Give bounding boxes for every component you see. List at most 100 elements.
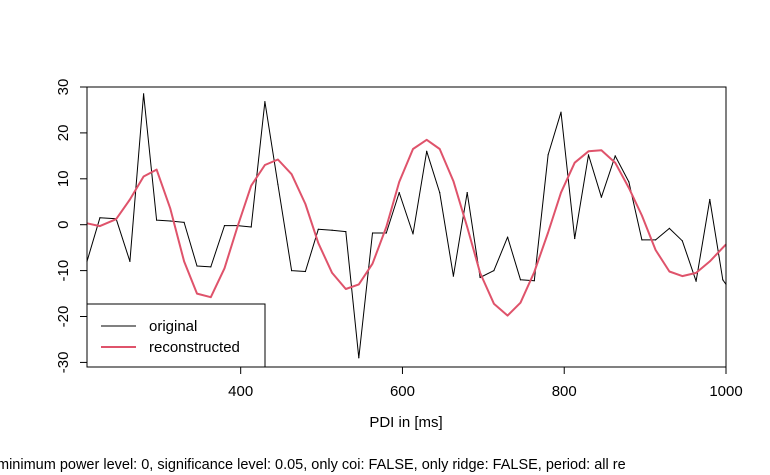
data-point-original xyxy=(371,232,374,234)
data-point-original xyxy=(519,279,522,281)
data-point-original xyxy=(317,228,319,230)
data-point-original xyxy=(223,225,226,227)
data-point-original xyxy=(466,192,468,194)
legend-label-reconstructed: reconstructed xyxy=(149,339,240,356)
data-point-original xyxy=(291,270,293,272)
data-point-reconstructed xyxy=(236,226,238,228)
data-point-reconstructed xyxy=(681,275,683,277)
data-point-original xyxy=(169,220,171,222)
series-reconstructed xyxy=(86,138,727,317)
data-point-original xyxy=(533,280,535,282)
data-point-reconstructed xyxy=(695,272,697,274)
data-point-original xyxy=(722,279,724,281)
data-point-reconstructed xyxy=(439,148,441,150)
data-point-reconstructed xyxy=(331,272,333,274)
data-point-reconstructed xyxy=(412,148,414,150)
data-point-original xyxy=(398,192,400,194)
data-point-reconstructed xyxy=(426,139,428,141)
data-point-original xyxy=(709,198,711,201)
data-point-original xyxy=(574,237,576,240)
data-point-original xyxy=(479,276,481,279)
data-point-reconstructed xyxy=(507,315,509,317)
data-point-original xyxy=(655,239,657,241)
data-point-reconstructed xyxy=(210,296,212,298)
chart-caption: minimum power level: 0, significance lev… xyxy=(0,457,626,473)
legend: original reconstructed xyxy=(86,303,266,368)
data-point-original xyxy=(681,240,683,242)
data-point-original xyxy=(426,150,428,152)
y-tick-label: 30 xyxy=(55,79,72,96)
legend-label-original: original xyxy=(149,318,197,335)
x-tick-label: 800 xyxy=(552,383,577,400)
data-point-reconstructed xyxy=(655,249,657,251)
data-point-reconstructed xyxy=(452,180,454,182)
data-point-original xyxy=(695,280,697,282)
data-point-reconstructed xyxy=(183,260,185,262)
data-point-reconstructed xyxy=(519,302,522,304)
data-point-reconstructed xyxy=(641,214,643,217)
y-axis: -30 -20 -10 0 10 20 30 xyxy=(55,79,87,374)
data-point-reconstructed xyxy=(628,187,630,189)
data-point-reconstructed xyxy=(169,208,171,210)
data-point-reconstructed xyxy=(99,225,101,227)
data-point-reconstructed xyxy=(264,164,266,166)
data-point-original xyxy=(264,101,266,103)
y-tick-label: -20 xyxy=(55,306,72,328)
data-point-original xyxy=(385,232,387,234)
data-point-reconstructed xyxy=(371,263,374,265)
x-tick-label: 1000 xyxy=(709,383,742,400)
data-point-original xyxy=(345,231,347,233)
data-point-original xyxy=(143,93,145,95)
x-axis: 400 600 800 1000 xyxy=(228,367,743,400)
data-point-reconstructed xyxy=(574,162,576,164)
data-point-original xyxy=(129,260,131,262)
data-point-reconstructed xyxy=(385,226,387,228)
data-point-original xyxy=(600,196,603,198)
data-point-original xyxy=(277,183,279,185)
series-original xyxy=(86,93,727,359)
data-point-original xyxy=(99,217,101,219)
data-point-original xyxy=(183,221,185,223)
y-tick-label: -10 xyxy=(55,260,72,282)
data-point-original xyxy=(507,236,509,238)
data-point-reconstructed xyxy=(533,271,535,273)
x-tick-label: 600 xyxy=(390,383,415,400)
y-tick-label: -30 xyxy=(55,352,72,374)
series-layer xyxy=(86,93,727,359)
data-point-original xyxy=(304,270,306,273)
data-point-original xyxy=(560,111,562,113)
data-point-reconstructed xyxy=(587,150,590,152)
data-point-reconstructed xyxy=(466,226,468,228)
data-point-original xyxy=(614,155,616,157)
data-point-original xyxy=(412,233,414,235)
y-tick-label: 20 xyxy=(55,125,72,142)
data-point-original xyxy=(547,154,549,156)
data-point-original xyxy=(452,275,454,277)
data-point-original xyxy=(641,239,643,241)
data-point-reconstructed xyxy=(600,149,603,151)
data-point-reconstructed xyxy=(560,192,562,194)
y-tick-label: 0 xyxy=(55,221,72,229)
x-axis-title: PDI in [ms] xyxy=(369,414,442,431)
data-point-reconstructed xyxy=(196,293,198,295)
data-point-original xyxy=(668,227,671,229)
data-point-original xyxy=(587,154,590,156)
data-point-original xyxy=(493,270,495,272)
data-point-reconstructed xyxy=(398,181,400,183)
data-point-original xyxy=(250,226,252,228)
plot-frame xyxy=(86,86,727,368)
data-point-reconstructed xyxy=(358,283,360,285)
data-point-reconstructed xyxy=(345,288,347,290)
data-point-reconstructed xyxy=(317,242,319,244)
data-point-reconstructed xyxy=(250,185,252,187)
legend-box xyxy=(86,303,266,368)
x-tick-label: 400 xyxy=(228,383,253,400)
y-tick-label: 10 xyxy=(55,170,72,187)
data-point-reconstructed xyxy=(493,303,495,305)
data-point-reconstructed xyxy=(223,267,226,269)
data-point-original xyxy=(156,219,158,221)
data-point-original xyxy=(439,192,441,194)
data-point-reconstructed xyxy=(668,270,671,273)
data-point-reconstructed xyxy=(143,175,145,178)
